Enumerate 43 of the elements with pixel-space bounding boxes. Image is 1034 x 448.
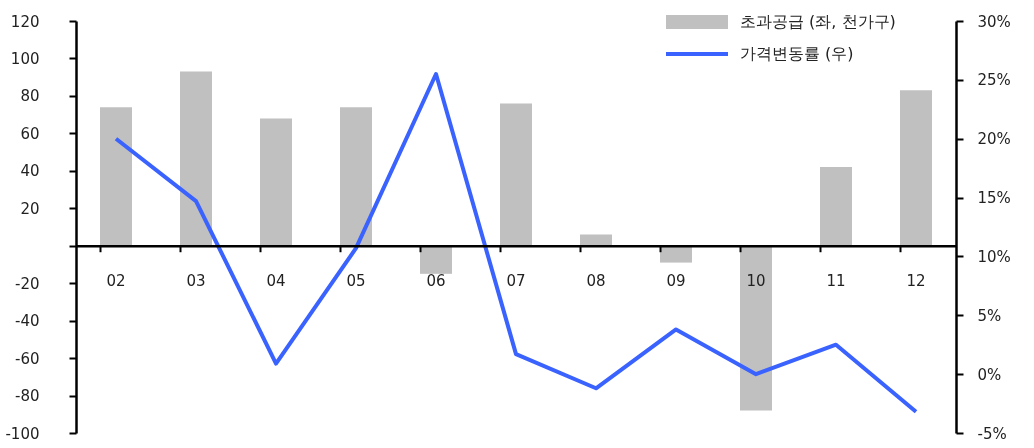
x-tick-label: 11 [826, 272, 846, 291]
bar [340, 107, 372, 246]
bar [580, 234, 612, 246]
y-tick-label: 120 [10, 12, 40, 31]
x-tick-label: 12 [906, 272, 926, 291]
x-tick-label: 03 [186, 272, 206, 291]
y-tick-label: -100 [5, 424, 40, 443]
x-tick-label: 06 [426, 272, 446, 291]
y-tick-label: 80 [20, 87, 40, 106]
bar [260, 118, 292, 246]
x-tick-label: 05 [346, 272, 366, 291]
x-tick-label: 08 [586, 272, 606, 291]
y2-tick-label: 30% [977, 12, 1011, 31]
bar [900, 90, 932, 246]
y2-tick-label: 5% [977, 306, 1002, 325]
x-tick-label: 07 [506, 272, 526, 291]
y-tick-label: -60 [15, 349, 40, 368]
y-tick-label: 60 [20, 124, 40, 143]
x-tick-label: 10 [746, 272, 766, 291]
bar [740, 245, 772, 411]
bar [660, 245, 692, 263]
y-tick-label: -20 [15, 274, 40, 293]
y-tick-label: -80 [15, 387, 40, 406]
y-tick-label: 40 [20, 162, 40, 181]
bar [820, 167, 852, 246]
y2-tick-label: 20% [977, 130, 1011, 149]
y-tick-label: -40 [15, 312, 40, 331]
x-tick-label: 04 [266, 272, 286, 291]
y-tick-label: 100 [10, 49, 40, 68]
y2-tick-label: -5% [977, 424, 1007, 443]
y2-tick-label: 0% [977, 365, 1002, 384]
bar [500, 103, 532, 246]
bar [100, 107, 132, 246]
bar [180, 71, 212, 246]
y-tick-label: 20 [20, 199, 40, 218]
x-tick-label: 02 [106, 272, 126, 291]
y2-tick-label: 10% [977, 247, 1011, 266]
legend-label: 가격변동률 (우) [740, 44, 854, 63]
bar [420, 245, 452, 274]
x-tick-label: 09 [666, 272, 686, 291]
legend-label: 초과공급 (좌, 천가구) [740, 12, 896, 31]
y2-tick-label: 15% [977, 189, 1011, 208]
y2-tick-label: 25% [977, 71, 1011, 90]
